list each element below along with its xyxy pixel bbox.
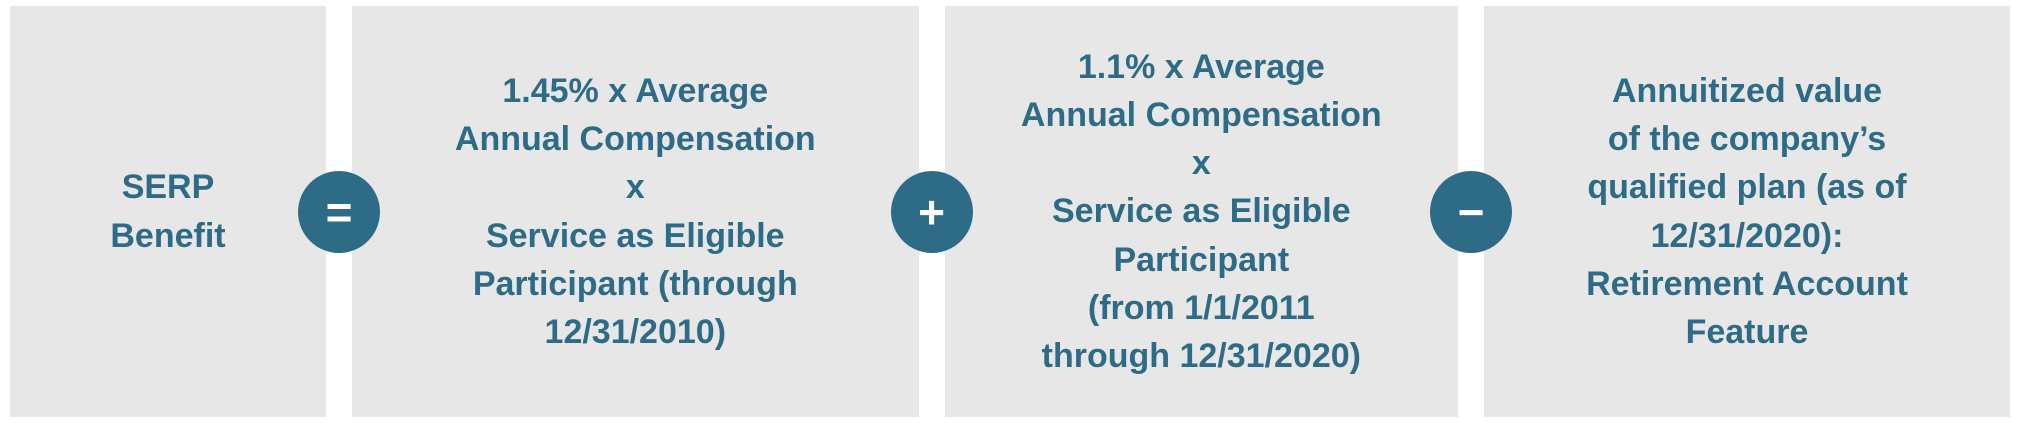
equals-operator-icon: = (298, 170, 380, 253)
minus-operator-gap: − (1430, 6, 1513, 417)
equals-operator-gap: = (298, 6, 380, 417)
term-annuitized-value-box: Annuitized value of the company’s qualif… (1484, 6, 2010, 417)
plus-operator-icon: + (890, 170, 973, 253)
serp-benefit-result-box: SERP Benefit (10, 6, 326, 417)
minus-operator-icon: − (1430, 170, 1513, 253)
term-pre-2011-service-box: 1.45% x Average Annual Compensation x Se… (352, 6, 919, 417)
term-post-2011-service-box: 1.1% x Average Annual Compensation x Ser… (944, 6, 1459, 417)
plus-operator-gap: + (890, 6, 973, 417)
